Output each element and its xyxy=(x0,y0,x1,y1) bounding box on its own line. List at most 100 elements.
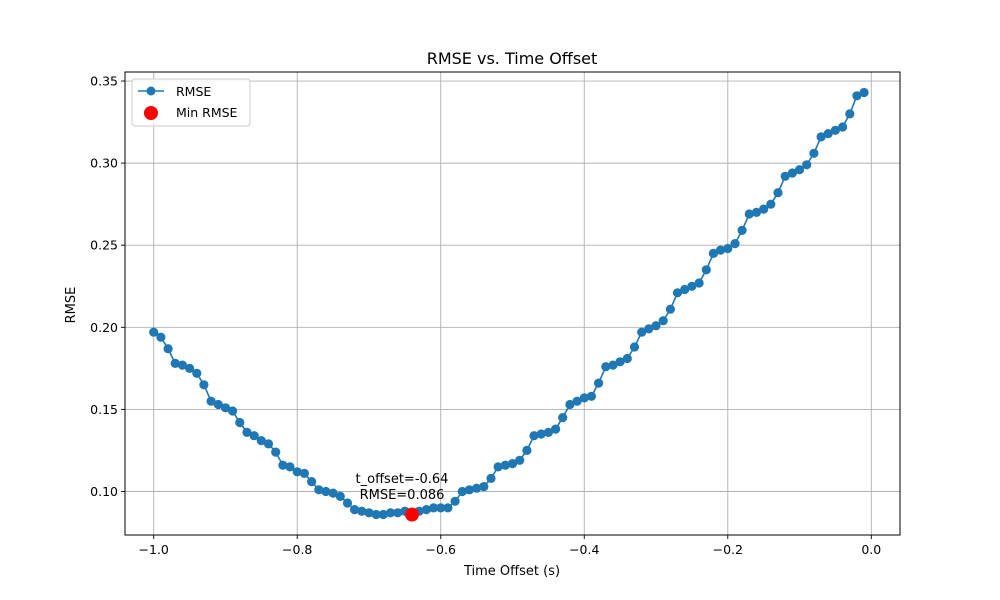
rmse-point xyxy=(586,391,597,401)
rmse-point xyxy=(687,281,697,291)
annotation-rmse: RMSE=0.086 xyxy=(360,488,445,503)
rmse-point xyxy=(809,148,819,158)
rmse-point xyxy=(177,360,187,370)
rmse-point xyxy=(651,321,661,331)
rmse-point xyxy=(565,399,575,410)
rmse-point xyxy=(307,477,317,487)
x-tick-label: −0.8 xyxy=(282,542,312,557)
rmse-point xyxy=(342,498,353,508)
rmse-point xyxy=(536,429,546,439)
rmse-point xyxy=(263,439,274,449)
rmse-point xyxy=(694,278,704,288)
rmse-point xyxy=(357,506,367,516)
x-axis-label: Time Offset (s) xyxy=(463,564,560,579)
rmse-point xyxy=(443,503,453,513)
rmse-point xyxy=(780,171,790,181)
rmse-point xyxy=(802,160,812,170)
rmse-point xyxy=(830,125,841,135)
rmse-point xyxy=(716,245,726,255)
legend-point-swatch xyxy=(146,86,156,96)
annotation-offset: t_offset=-0.64 xyxy=(356,472,449,487)
rmse-point xyxy=(701,265,711,275)
rmse-point xyxy=(852,91,862,101)
legend-min-swatch xyxy=(144,106,158,120)
rmse-point xyxy=(378,509,388,520)
rmse-point xyxy=(507,459,518,469)
rmse-point xyxy=(594,378,604,388)
x-axis-ticks: −1.0 −0.8 −0.6 −0.4 −0.2 0.0 xyxy=(139,535,881,557)
rmse-point xyxy=(292,467,302,477)
rmse-point xyxy=(680,284,690,295)
rmse-point xyxy=(529,431,539,441)
rmse-point xyxy=(393,508,403,518)
rmse-point xyxy=(845,109,855,119)
rmse-point xyxy=(335,491,345,501)
rmse-point xyxy=(328,488,338,498)
rmse-point xyxy=(457,486,467,497)
rmse-point xyxy=(156,332,166,342)
rmse-point xyxy=(235,417,245,428)
rmse-point xyxy=(759,204,769,214)
rmse-point xyxy=(500,460,510,470)
y-tick-label: 0.30 xyxy=(90,156,118,171)
rmse-point xyxy=(321,486,331,497)
min-rmse-marker xyxy=(405,507,419,522)
rmse-point xyxy=(464,485,474,495)
rmse-point xyxy=(314,485,324,495)
rmse-point xyxy=(551,424,561,434)
rmse-point xyxy=(299,468,309,478)
rmse-point xyxy=(766,199,776,209)
min-rmse-point xyxy=(405,507,419,522)
rmse-point xyxy=(787,168,798,178)
rmse-point xyxy=(558,413,568,423)
rmse-point xyxy=(838,122,848,132)
rmse-point xyxy=(744,209,754,219)
legend-min-label: Min RMSE xyxy=(176,105,238,120)
rmse-point xyxy=(816,132,826,142)
rmse-point xyxy=(543,427,554,437)
rmse-point xyxy=(730,239,740,249)
rmse-point xyxy=(170,358,180,368)
rmse-point xyxy=(429,503,439,513)
rmse-point xyxy=(486,473,496,483)
rmse-point xyxy=(421,505,431,515)
rmse-point xyxy=(185,363,195,373)
rmse-point xyxy=(163,344,173,354)
rmse-point xyxy=(450,496,460,506)
rmse-point xyxy=(637,327,647,337)
rmse-point xyxy=(608,360,618,370)
grid-lines xyxy=(125,72,900,535)
rmse-point xyxy=(572,396,582,406)
rmse-point xyxy=(149,327,159,337)
rmse-point xyxy=(859,87,869,98)
rmse-point xyxy=(206,396,216,406)
rmse-point xyxy=(794,165,805,175)
y-tick-label: 0.25 xyxy=(90,238,118,253)
y-tick-label: 0.15 xyxy=(90,402,118,417)
x-tick-label: −0.4 xyxy=(569,542,599,557)
rmse-point xyxy=(479,482,489,492)
rmse-point xyxy=(385,508,396,518)
rmse-point xyxy=(220,403,231,413)
y-tick-label: 0.20 xyxy=(90,320,118,335)
rmse-point xyxy=(285,462,295,472)
rmse-point xyxy=(199,380,209,390)
rmse-point xyxy=(823,129,833,139)
rmse-points xyxy=(149,87,869,520)
plot-frame xyxy=(124,71,901,536)
rmse-point xyxy=(371,509,381,520)
rmse-point xyxy=(472,483,482,493)
rmse-point xyxy=(213,399,223,410)
rmse-point xyxy=(242,427,252,437)
rmse-point xyxy=(708,248,719,258)
chart-title: RMSE vs. Time Offset xyxy=(427,49,598,68)
legend-rmse-label: RMSE xyxy=(176,84,211,99)
rmse-series xyxy=(153,91,865,516)
rmse-point xyxy=(256,436,266,446)
rmse-point xyxy=(249,431,259,441)
rmse-point xyxy=(723,243,733,254)
rmse-point xyxy=(436,503,446,513)
y-axis-label: RMSE xyxy=(64,287,79,324)
rmse-point xyxy=(615,357,625,367)
rmse-point xyxy=(350,505,360,515)
